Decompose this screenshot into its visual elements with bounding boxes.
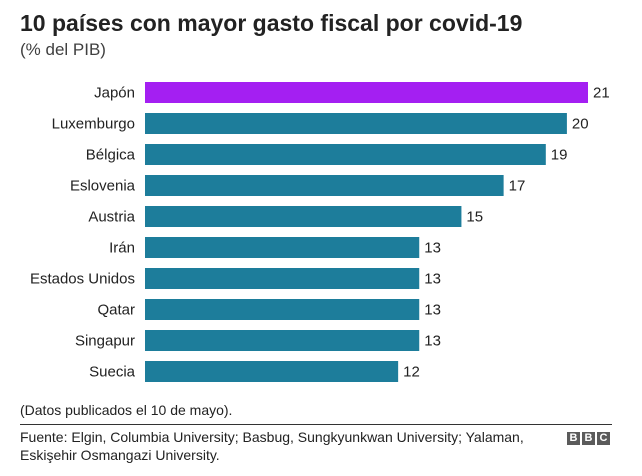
bbc-logo: B B C — [567, 432, 610, 445]
logo-letter: B — [582, 432, 595, 445]
chart-title: 10 países con mayor gasto fiscal por cov… — [20, 10, 523, 36]
value-label: 13 — [424, 240, 441, 257]
value-label: 13 — [424, 333, 441, 350]
bar — [145, 144, 546, 165]
category-label: Luxemburgo — [52, 116, 135, 133]
value-label: 17 — [509, 178, 526, 195]
source-text: Fuente: Elgin, Columbia University; Basb… — [20, 429, 524, 463]
value-label: 19 — [551, 147, 568, 164]
category-label: Japón — [94, 85, 135, 102]
bar — [145, 206, 462, 227]
value-label: 12 — [403, 364, 420, 381]
logo-letter: C — [597, 432, 610, 445]
footer-divider — [20, 424, 612, 425]
category-label: Qatar — [97, 302, 135, 319]
chart-note: (Datos publicados el 10 de mayo). — [20, 402, 233, 418]
category-label: Irán — [109, 240, 135, 257]
bar — [145, 299, 420, 320]
value-label: 13 — [424, 271, 441, 288]
value-label: 21 — [593, 85, 610, 102]
category-label: Austria — [88, 209, 135, 226]
bar — [145, 175, 504, 196]
category-label: Suecia — [89, 364, 136, 381]
chart-subtitle: (% del PIB) — [20, 40, 106, 59]
bar-chart: Japón 21 Luxemburgo 20 Bélgica 19 Eslovenia 17 A… — [30, 82, 610, 382]
bar — [145, 237, 420, 258]
category-label: Bélgica — [86, 147, 136, 164]
bar — [145, 330, 420, 351]
category-label: Estados Unidos — [30, 271, 135, 288]
value-label: 13 — [424, 302, 441, 319]
value-label: 20 — [572, 116, 589, 133]
category-label: Singapur — [75, 333, 135, 350]
bar — [145, 361, 399, 382]
value-label: 15 — [466, 209, 483, 226]
logo-letter: B — [567, 432, 580, 445]
bar — [145, 268, 420, 289]
bar — [145, 82, 588, 103]
bar — [145, 113, 567, 134]
category-label: Eslovenia — [70, 178, 136, 195]
